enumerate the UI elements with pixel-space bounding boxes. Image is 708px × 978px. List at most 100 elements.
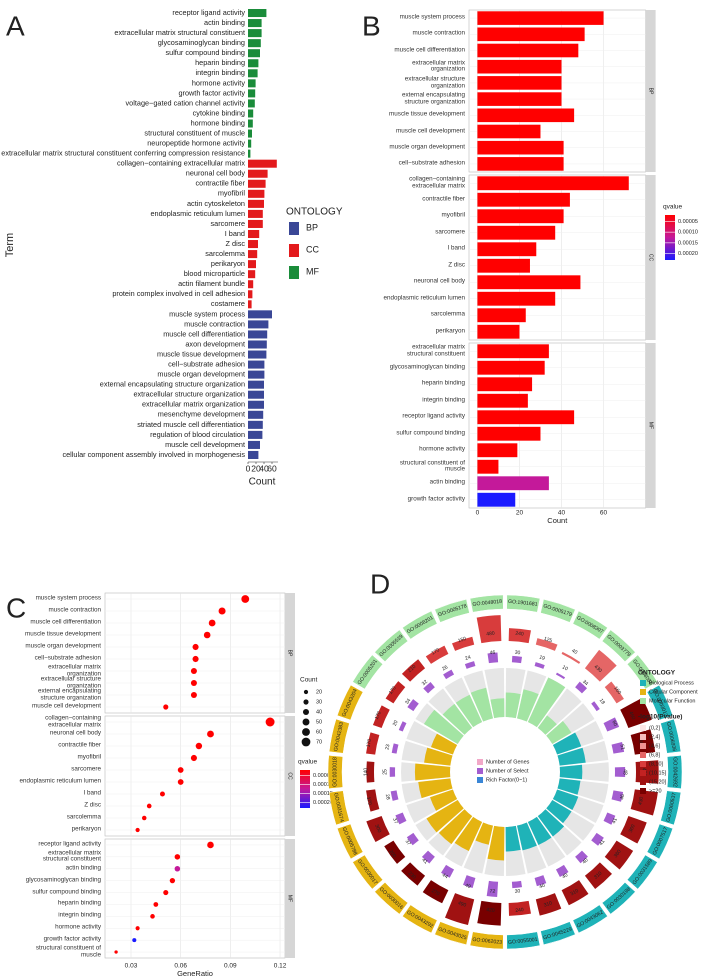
bar	[477, 242, 537, 257]
select-bar	[390, 790, 399, 801]
bar	[477, 275, 581, 290]
genes-bar	[620, 815, 647, 844]
bar	[477, 291, 556, 306]
term-label: muscle cell development	[165, 440, 245, 449]
dot	[241, 595, 250, 603]
id-ring	[402, 904, 438, 934]
term-label: muscle cell differentiation	[30, 618, 101, 626]
dot	[150, 914, 155, 919]
term-label: muscle contraction	[412, 29, 466, 37]
rich-bar	[505, 692, 521, 719]
rich-bar	[537, 809, 565, 837]
term-label: hormone activity	[55, 923, 101, 931]
colorbar-label: 0.00015	[678, 240, 698, 246]
term-label: extracellular structure organization	[40, 675, 101, 689]
legend-swatch	[640, 698, 646, 704]
id-ring	[601, 881, 636, 915]
genes-bar	[372, 705, 390, 729]
size-legend-dot	[302, 728, 310, 736]
bar	[248, 280, 254, 289]
term-label: contractile fiber	[422, 195, 465, 203]
rich-bar	[470, 687, 494, 722]
term-label: costamere	[211, 299, 245, 308]
select-label: 37	[391, 817, 399, 825]
id-ring	[327, 755, 343, 789]
bar	[248, 49, 260, 58]
select-bar	[511, 880, 523, 889]
dot	[169, 877, 176, 884]
genes-bar	[508, 900, 531, 916]
select-label: 10	[561, 664, 569, 672]
bar	[248, 300, 252, 309]
genes-label: 230	[407, 871, 417, 881]
term-label: structural constituent of muscle	[144, 128, 245, 137]
bar	[248, 330, 268, 339]
term-label: myofibril	[77, 753, 101, 761]
facet-strip	[645, 175, 656, 340]
term-label: structural constituent of muscle	[35, 944, 101, 959]
term-label: mesenchyme development	[158, 410, 245, 419]
genes-label: 360	[628, 823, 637, 833]
select-label: 40	[561, 872, 569, 880]
term-label: growth factor activity	[43, 935, 101, 943]
genes-label: 310	[543, 900, 553, 908]
bar	[248, 199, 264, 208]
bar	[248, 139, 252, 148]
facet-panel	[104, 838, 286, 959]
bar	[248, 19, 262, 28]
id-ring	[660, 718, 682, 754]
legend-swatch	[640, 734, 646, 740]
bar	[477, 492, 516, 507]
go-id: GO:0042692	[672, 757, 678, 787]
select-label: 40	[539, 883, 546, 890]
term-label: perikaryon	[211, 259, 245, 268]
select-bar	[443, 669, 455, 680]
id-ring	[328, 790, 350, 826]
dot	[203, 631, 211, 639]
colorbar-label: 0.00020	[313, 800, 333, 806]
size-legend-label: 50	[316, 719, 322, 725]
term-label: heparin binding	[195, 58, 245, 67]
facet-label: BP	[647, 88, 653, 95]
term-label: endoplasmic reticulum lumen	[383, 294, 465, 302]
bar	[248, 400, 264, 409]
rich-bar	[455, 694, 483, 728]
term-label: I band	[447, 244, 465, 252]
term-label: actin binding	[65, 864, 101, 872]
id-ring	[506, 594, 541, 613]
term-label: structural constituent of muscle	[399, 459, 465, 473]
dot	[132, 938, 137, 943]
id-ring	[540, 921, 576, 946]
term-label: endoplasmic reticulum lumen	[151, 209, 246, 218]
rich-bar	[559, 764, 583, 780]
term-label: actin filament bundle	[178, 279, 245, 288]
term-label: sarcomere	[211, 219, 245, 228]
size-legend-dot	[302, 708, 310, 716]
genes-label: 420	[486, 907, 495, 914]
size-legend-label: 30	[316, 699, 322, 705]
bar	[248, 119, 253, 128]
genes-bar	[451, 636, 475, 651]
select-bar	[575, 681, 588, 694]
term-label: muscle contraction	[184, 319, 245, 328]
term-label: hormone binding	[191, 118, 245, 127]
genes-bar	[477, 900, 502, 926]
term-label: muscle tissue development	[25, 630, 101, 638]
genes-label: 40	[570, 648, 578, 656]
facet-label: MF	[647, 422, 653, 429]
term-label: collagen−containing extracellular matrix	[117, 159, 245, 168]
bar	[248, 430, 263, 439]
panel-letter: D	[370, 568, 390, 599]
id-ring	[572, 904, 608, 934]
id-ring	[336, 823, 364, 860]
legend-label: CC	[306, 244, 319, 254]
bar	[477, 76, 562, 90]
bar	[248, 189, 265, 198]
term-label: endoplasmic reticulum lumen	[19, 777, 101, 785]
term-label: receptor ligand activity	[402, 412, 465, 420]
rich-bar	[516, 822, 537, 851]
term-label: cell−substrate adhesion	[168, 359, 245, 368]
go-id: GO:0055001	[508, 937, 538, 946]
bar	[248, 69, 258, 78]
legend-swatch	[640, 788, 646, 794]
